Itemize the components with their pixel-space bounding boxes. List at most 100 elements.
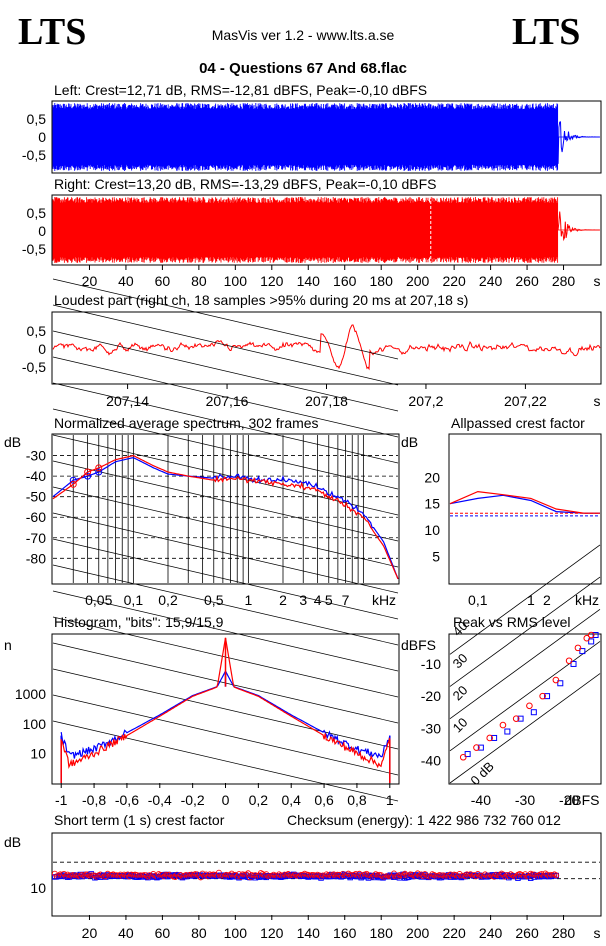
peakrms-diagonal (449, 673, 601, 784)
loudest-xtick-label: 207,2 (408, 393, 443, 409)
spectrum-ytick: -40 (26, 468, 46, 484)
shortterm-xtick: 120 (260, 925, 284, 941)
spectrum-frame (51, 433, 400, 585)
loudest-trace (52, 324, 601, 371)
shortterm-point-left (542, 873, 549, 880)
loudest-yticks: 0,5 0 -0,5 (22, 323, 46, 375)
peakrms-point-left (592, 632, 599, 638)
allpassed-xtick: 1 (527, 592, 535, 608)
histogram-yunit: n (4, 637, 12, 653)
peakrms-yticks: -10 -20 -30 -40 (421, 656, 441, 769)
spectrum-diagonal (52, 538, 399, 620)
time-xtick-label: 200 (406, 273, 430, 289)
time-xtick-label: 140 (297, 273, 321, 289)
peakrms-point-right (473, 744, 480, 751)
loudest-waveform (52, 324, 601, 371)
shortterm-point-right (553, 872, 560, 879)
shortterm-point-right (82, 871, 89, 878)
shortterm-point-left (197, 872, 204, 878)
shortterm-point-right (157, 871, 164, 878)
spectrum-xticks: 0,05 0,1 0,2 0,5 1 2 3 4 5 7 kHz (85, 592, 396, 608)
spectrum-diagonal (52, 278, 399, 360)
logo-right: LTS (512, 11, 580, 53)
peakrms-point-right (512, 715, 520, 722)
histogram-xticks: -1 -0,8 -0,6 -0,4 -0,2 0 0,2 0,4 0,6 0,8 1 (55, 783, 394, 808)
time-xtick-label: 120 (260, 273, 284, 289)
spectrum-xunit: kHz (372, 592, 396, 608)
right-ytick-0: 0,5 (27, 205, 47, 221)
peakrms-xtick: -40 (471, 792, 491, 808)
right-ytick-2: -0,5 (22, 241, 46, 257)
histogram-xtick: 0,4 (281, 792, 301, 808)
left-waveform (52, 103, 600, 171)
spectrum-ytick: -60 (26, 509, 46, 525)
spectrum-point (69, 480, 77, 488)
time-xtick-label: 100 (224, 273, 248, 289)
loudest-ytick-0: 0,5 (27, 323, 47, 339)
time-xtick-label: 280 (552, 273, 576, 289)
allpassed-yunit: dB (401, 434, 418, 450)
loudest-ytick-2: -0,5 (22, 359, 46, 375)
peakrms-point-left (464, 751, 471, 758)
waveform-tail (557, 121, 600, 164)
shortterm-point-right (420, 873, 427, 879)
spectrum-xtick: 0,05 (85, 592, 112, 608)
shortterm-point-left (531, 874, 538, 880)
peakrms-title: Peak vs RMS level (453, 614, 570, 630)
spectrum-diagonal (52, 382, 399, 464)
checksum: Checksum (energy): 1 422 986 732 760 012 (287, 812, 561, 828)
shortterm-xtick: 100 (224, 925, 248, 941)
loudest-title: Loudest part (right ch, 18 samples >95% … (54, 292, 468, 308)
peakrms-point-right (574, 644, 582, 652)
peakrms-point-right (459, 753, 467, 761)
allpassed-yticks: 20 15 10 5 (424, 469, 440, 564)
time-xticks: 20 40 60 80 100 120 140 160 180 200 220 240 260 280 s (82, 265, 601, 289)
shortterm-xunit: s (594, 925, 601, 941)
histogram-xtick: -0,2 (181, 792, 205, 808)
shortterm-point-right (66, 872, 73, 879)
shortterm-point-right (476, 872, 483, 879)
spectrum-diagonal (52, 564, 399, 646)
peakrms-diag-label: 10 (450, 715, 471, 736)
peakrms-point-left (588, 638, 595, 645)
shortterm-point-left (192, 873, 198, 879)
spectrum-yunit: dB (4, 434, 21, 450)
app-title: MasVis ver 1.2 - www.lts.a.se (212, 27, 395, 43)
histogram-ytick: 1000 (15, 686, 46, 702)
spectrum-xtick: 3 (299, 592, 307, 608)
histogram-yticks: 1000 100 10 (15, 686, 46, 761)
shortterm-point-right (226, 872, 233, 878)
shortterm-point-right (186, 871, 193, 878)
spectrum-line-1 (52, 454, 399, 580)
allpassed-xtick: 0,1 (468, 592, 488, 608)
left-frame (51, 100, 602, 174)
peakrms-ytick: -10 (421, 656, 441, 672)
spectrum-xtick: 1 (244, 592, 252, 608)
waveform-tail (557, 211, 600, 242)
spectrum-xtick: 7 (342, 592, 350, 608)
spectrum-diagonal (52, 408, 399, 490)
peakrms-diagonal (449, 608, 601, 719)
time-xtick-label: 220 (442, 273, 466, 289)
shortterm-title: Short term (1 s) crest factor (54, 812, 225, 828)
histogram-xtick: 1 (386, 792, 394, 808)
peakrms-point-right (583, 634, 591, 642)
spectrum-xtick: 4 (314, 592, 322, 608)
spectrum-yticks: -30 -40 -50 -60 -70 -80 (26, 448, 46, 567)
shortterm-yunit: dB (4, 834, 21, 850)
peakrms-point-left (557, 680, 564, 687)
allpassed-ytick: 10 (424, 522, 440, 538)
shortterm-xtick: 180 (370, 925, 394, 941)
peakrms-point-left (579, 648, 586, 655)
peakrms-ytick: -40 (421, 752, 441, 768)
shortterm-point-left (263, 874, 270, 881)
loudest-ytick-1: 0 (38, 341, 46, 357)
histogram-xtick: 0,2 (249, 792, 269, 808)
peakrms-ytick: -20 (421, 688, 441, 704)
shortterm-point-right (62, 873, 69, 880)
logo-left: LTS (18, 11, 86, 53)
spectrum-series (52, 454, 399, 580)
allpassed-ytick: 15 (424, 496, 440, 512)
